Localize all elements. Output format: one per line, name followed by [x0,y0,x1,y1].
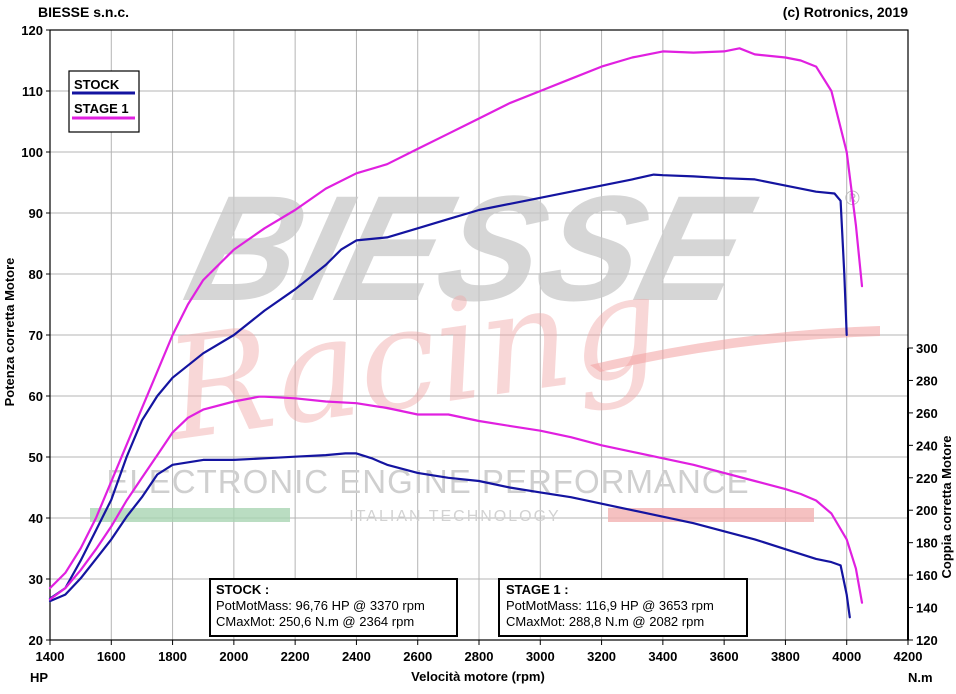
y-left-tick-label: 20 [29,633,43,648]
info-box-stage1: STAGE 1 : PotMotMass: 116,9 HP @ 3653 rp… [498,578,748,637]
legend: STOCK STAGE 1 [68,70,140,133]
right-axis-unit: N.m [908,670,933,685]
watermark-subtag: ITALIAN TECHNOLOGY [349,508,560,525]
y-left-tick-label: 90 [29,206,43,221]
y-right-tick-label: 160 [916,568,938,583]
y-left-tick-label: 70 [29,328,43,343]
x-axis-unit: HP [30,670,48,685]
watermark-swoosh [590,326,880,372]
y-left-tick-label: 110 [22,84,43,99]
y-left-tick-label: 80 [29,267,43,282]
y-left-tick-label: 40 [29,511,43,526]
x-tick-label: 1800 [158,649,187,664]
info-stock-torque: CMaxMot: 250,6 N.m @ 2364 rpm [216,614,414,629]
x-tick-label: 3600 [710,649,739,664]
y-right-tick-label: 120 [916,633,938,648]
grid [50,30,908,640]
info-box-stock: STOCK : PotMotMass: 96,76 HP @ 3370 rpm … [209,578,458,637]
x-tick-label: 2000 [219,649,248,664]
x-tick-label: 4200 [894,649,923,664]
y-right-tick-label: 300 [916,341,938,356]
x-tick-label: 3200 [587,649,616,664]
y-left-tick-label: 100 [21,145,43,160]
x-tick-label: 2800 [465,649,494,664]
y-left-tick-label: 30 [29,572,43,587]
legend-label-stock: STOCK [74,77,120,92]
x-tick-label: 3800 [771,649,800,664]
series-line-stock-torque [48,452,851,619]
right-axis-title: Coppia corretta Motore [939,435,954,578]
x-tick-label: 2600 [403,649,432,664]
watermark-bar-red [608,508,814,522]
left-axis-title: Potenza corretta Motore [2,258,17,407]
y-right-tick-label: 260 [916,406,938,421]
y-right-tick-label: 180 [916,536,938,551]
info-box-stage1-frame [498,578,748,637]
legend-label-stage1: STAGE 1 [74,101,129,116]
y-right-tick-label: 240 [916,438,938,453]
info-stage1-torque: CMaxMot: 288,8 N.m @ 2082 rpm [506,614,704,629]
series-lines [48,47,864,619]
info-stock-title: STOCK : [216,582,269,597]
x-tick-label: 3400 [648,649,677,664]
y-right-tick-label: 140 [916,601,938,616]
info-stage1-power: PotMotMass: 116,9 HP @ 3653 rpm [506,598,714,613]
y-right-tick-label: 280 [916,373,938,388]
y-left-tick-label: 50 [29,450,43,465]
series-line-stock-power [48,173,848,600]
series-line-stage1-torque [48,395,864,604]
x-tick-label: 2400 [342,649,371,664]
info-stage1-title: STAGE 1 : [506,582,569,597]
info-box-stock-frame [209,578,458,637]
x-tick-label: 2200 [281,649,310,664]
legend-box [68,70,140,133]
y-right-tick-label: 220 [916,471,938,486]
x-tick-label: 1600 [97,649,126,664]
series-line-stage1-power [48,47,864,590]
info-stock-power: PotMotMass: 96,76 HP @ 3370 rpm [216,598,425,613]
header-right: (c) Rotronics, 2019 [783,4,908,20]
y-left-tick-label: 120 [21,23,43,38]
x-tick-label: 3000 [526,649,555,664]
y-right-tick-label: 200 [916,503,938,518]
x-axis-title: Velocità motore (rpm) [411,669,545,684]
watermark-tagline: ELECTRONIC ENGINE PERFORMANCE [106,463,749,500]
axes: 1400 1600 1800 2000 2200 2400 2600 2800 3000 3200… [21,23,937,664]
watermark-bar-green [90,508,290,522]
header-left: BIESSE s.n.c. [38,4,129,20]
x-tick-label: 1400 [36,649,65,664]
x-tick-label: 4000 [832,649,861,664]
y-left-tick-label: 60 [29,389,43,404]
